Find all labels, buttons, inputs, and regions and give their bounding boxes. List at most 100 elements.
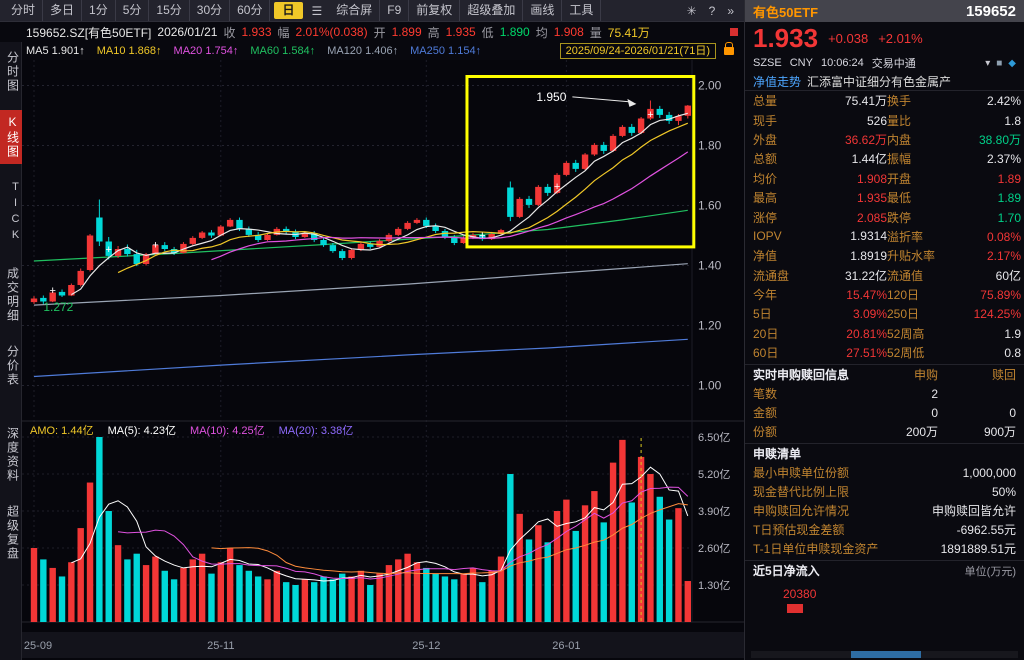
stat-value: 75.89% — [980, 288, 1021, 303]
volume-bar — [189, 559, 196, 622]
subscription-buy-value: 200万 — [905, 425, 938, 440]
plus-marker: + — [479, 230, 485, 242]
settings-gear-icon[interactable]: ✳ — [686, 3, 697, 18]
period-tab[interactable]: 60分 — [230, 0, 271, 21]
sidebar-item-0[interactable]: 分时图 — [5, 51, 20, 93]
left-sidebar: 分时图 K线图 TICK 成交明细分价表深度资料超级复盘 — [0, 42, 22, 660]
annotation-arrow — [572, 96, 631, 103]
expand-icon[interactable]: » — [727, 3, 734, 18]
scrollbar-thumb[interactable] — [851, 651, 921, 658]
volume-bar — [656, 496, 663, 622]
sidebar-item-3[interactable]: 成交明细 — [5, 267, 20, 323]
redeem-list-row: T-1日单位申赎现金资产 1891889.51元 — [745, 539, 1024, 558]
quote-field: 收 — [223, 25, 236, 40]
subscription-label: 笔数 — [753, 387, 778, 402]
period-tab[interactable]: 分时 — [4, 0, 44, 21]
price-axis-label: 1.60 — [698, 199, 722, 213]
stat-cell: 总量 75.41万 — [753, 92, 887, 109]
period-tab-day-active[interactable]: 日 — [274, 2, 303, 19]
sidebar-item-6[interactable]: 超级复盘 — [5, 505, 20, 561]
kline-chart[interactable]: 2.00 1.80 1.60 1.40 1.20 1.00 6.50亿 5.20亿 3.90亿 2… — [22, 60, 744, 660]
window-icon[interactable]: ■ — [996, 57, 1003, 69]
stat-value: 1.70 — [997, 210, 1021, 225]
stat-row: 60日 27.51% 52周低 0.8 — [745, 343, 1024, 362]
lock-icon[interactable] — [724, 41, 734, 55]
help-icon[interactable]: ? — [708, 3, 716, 18]
redeem-list-row: 申购赎回允许情况 申购赎回皆允许 — [745, 501, 1024, 520]
dropdown-icon[interactable]: ▾ — [985, 57, 991, 69]
redeem-value: 1891889.51元 — [940, 542, 1016, 557]
stat-value: 2.42% — [986, 94, 1021, 109]
menu-icon[interactable]: ☰ — [311, 3, 323, 18]
candle-body — [572, 162, 579, 169]
tool-button[interactable]: F9 — [380, 0, 410, 21]
annotation-arrowhead — [627, 98, 637, 107]
period-tab[interactable]: 5分 — [116, 0, 150, 21]
sidebar-item-1[interactable]: K线图 — [0, 110, 22, 164]
volume-bar — [488, 570, 495, 622]
volume-bar — [292, 585, 299, 622]
quote-field: 高 — [427, 25, 440, 40]
candle-body — [133, 254, 140, 264]
volume-bar — [553, 511, 561, 622]
sidebar-item-5[interactable]: 深度资料 — [5, 427, 20, 483]
sidebar-item-2[interactable]: TICK — [9, 181, 22, 245]
stat-cell: 60日 27.51% — [753, 344, 887, 361]
plus-marker: + — [49, 285, 55, 297]
stat-cell: 开盘 1.89 — [887, 170, 1021, 187]
volume-bar — [525, 539, 533, 622]
period-tab[interactable]: 1分 — [82, 0, 116, 21]
stat-row: 现手 526 量比 1.8 — [745, 110, 1024, 129]
period-tab[interactable]: 多日 — [43, 0, 83, 21]
volume-bar — [180, 567, 187, 622]
annotation-label: 1.272 — [43, 300, 73, 314]
stat-value: 1.9 — [1004, 326, 1021, 341]
tool-button[interactable]: 综合屏 — [329, 0, 381, 21]
fund-row: 净值走势 汇添富中证细分有色金属产 — [745, 72, 1024, 91]
diamond-icon[interactable]: ◆ — [1008, 57, 1016, 69]
candle-body — [189, 237, 196, 244]
pin-icon[interactable] — [730, 28, 738, 36]
stat-value: 31.22亿 — [844, 268, 887, 283]
volume-bar — [124, 559, 131, 622]
stat-row: 净值 1.8919 升贴水率 2.17% — [745, 246, 1024, 265]
redeem-list-rows: 最小申赎单位份额 1,000,000 现金替代比例上限 50% 申购赎回允许情况 申购赎回… — [745, 463, 1024, 558]
candle-body — [525, 198, 533, 205]
tool-button[interactable]: 工具 — [562, 0, 602, 21]
redeem-list-row: 现金替代比例上限 50% — [745, 482, 1024, 501]
stat-cell: 总额 1.44亿 — [753, 150, 887, 167]
stat-value: 38.80万 — [978, 132, 1021, 147]
volume-bar — [217, 562, 224, 622]
tool-button[interactable]: 超级叠加 — [460, 0, 524, 21]
chart-area[interactable]: 2.00 1.80 1.60 1.40 1.20 1.00 6.50亿 5.20亿 3.90亿 2… — [22, 60, 744, 660]
tool-button[interactable]: 画线 — [523, 0, 563, 21]
volume-bar — [395, 559, 402, 622]
period-tab[interactable]: 30分 — [190, 0, 231, 21]
candle-body — [413, 219, 421, 223]
stat-value: 124.25% — [973, 307, 1021, 322]
etf-name: 有色50ETF — [753, 4, 819, 20]
date-range[interactable]: 2025/09/24-2026/01/21(71日) — [559, 42, 716, 59]
panel-scrollbar[interactable] — [751, 651, 1018, 658]
sidebar-item-4[interactable]: 分价表 — [5, 345, 20, 387]
volume-bar — [68, 562, 75, 622]
volume-ma-value: MA(10): 4.25亿 — [190, 425, 265, 437]
candle-body — [96, 217, 103, 242]
period-tab[interactable]: 15分 — [149, 0, 190, 21]
stat-cell: 换手 2.42% — [887, 92, 1021, 109]
volume-bar — [301, 579, 309, 622]
nav-trend-link[interactable]: 净值走势 — [753, 74, 802, 89]
stat-value: 1.44亿 — [851, 152, 887, 167]
ma-value: MA20 1.754↑ — [173, 44, 239, 57]
volume-bar — [357, 570, 365, 622]
tool-button[interactable]: 前复权 — [409, 0, 461, 21]
time-axis-label: 26-01 — [552, 640, 580, 652]
stat-value: 75.41万 — [844, 94, 887, 109]
last-price: 1.933 — [753, 22, 819, 53]
redeem-list-row: 最小申赎单位份额 1,000,000 — [745, 463, 1024, 482]
candle-body — [609, 135, 617, 151]
volume-bar — [86, 482, 94, 622]
quote-field: 均 — [535, 25, 548, 40]
subscription-row: 金额 0 0 — [745, 403, 1024, 422]
stat-cell: 52周高 1.9 — [887, 325, 1021, 342]
